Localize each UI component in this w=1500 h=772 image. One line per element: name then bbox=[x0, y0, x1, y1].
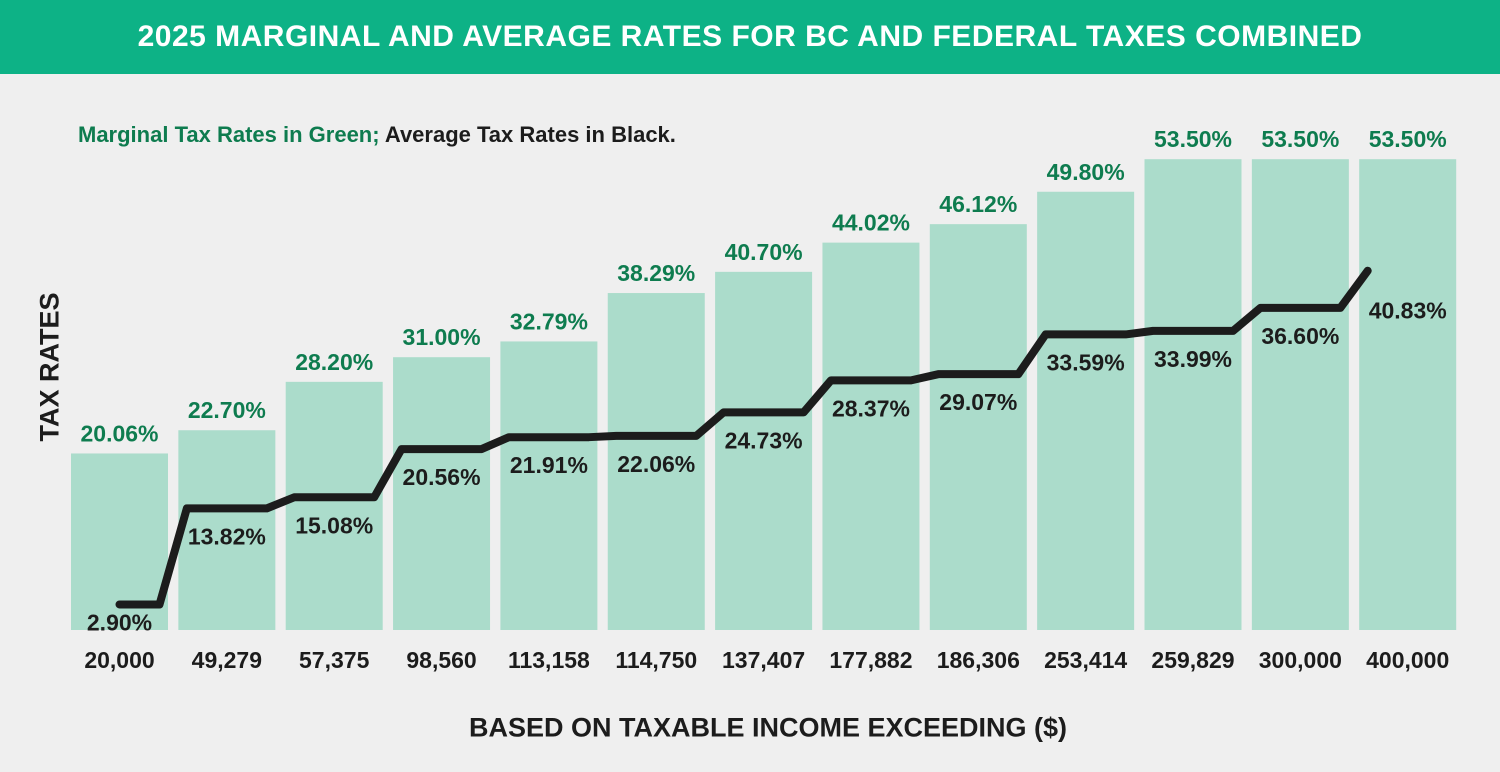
subtitle-marginal: Marginal Tax Rates in Green; bbox=[78, 122, 380, 147]
average-rate-label: 21.91% bbox=[510, 452, 588, 478]
x-tick-label: 137,407 bbox=[722, 647, 805, 673]
marginal-bar bbox=[1251, 159, 1349, 630]
marginal-bar bbox=[715, 271, 813, 630]
average-rate-label: 29.07% bbox=[939, 389, 1017, 415]
marginal-rate-label: 53.50% bbox=[1261, 126, 1339, 152]
marginal-rate-label: 46.12% bbox=[939, 191, 1017, 217]
marginal-rate-label: 31.00% bbox=[403, 324, 481, 350]
average-rate-label: 20.56% bbox=[403, 464, 481, 490]
marginal-rate-label: 38.29% bbox=[617, 260, 695, 286]
average-rate-label: 28.37% bbox=[832, 395, 910, 421]
marginal-bar bbox=[929, 224, 1027, 631]
chart-subtitle: Marginal Tax Rates in Green; Average Tax… bbox=[78, 122, 676, 148]
average-rate-label: 40.83% bbox=[1369, 298, 1447, 324]
marginal-bar bbox=[822, 242, 920, 630]
marginal-rate-label: 44.02% bbox=[832, 210, 910, 236]
x-tick-label: 400,000 bbox=[1366, 647, 1449, 673]
marginal-bar bbox=[607, 293, 705, 630]
marginal-rate-label: 40.70% bbox=[725, 239, 803, 265]
marginal-bar bbox=[1359, 159, 1457, 630]
title-banner: 2025 MARGINAL AND AVERAGE RATES FOR BC A… bbox=[0, 0, 1500, 74]
average-rate-label: 36.60% bbox=[1261, 323, 1339, 349]
x-tick-label: 49,279 bbox=[192, 647, 262, 673]
x-tick-label: 20,000 bbox=[84, 647, 154, 673]
marginal-bar bbox=[178, 430, 276, 630]
subtitle-average: Average Tax Rates in Black. bbox=[379, 122, 676, 147]
marginal-bar bbox=[1144, 159, 1242, 630]
x-tick-label: 177,882 bbox=[829, 647, 912, 673]
average-rate-label: 22.06% bbox=[617, 451, 695, 477]
x-tick-label: 98,560 bbox=[406, 647, 476, 673]
chart-title: 2025 MARGINAL AND AVERAGE RATES FOR BC A… bbox=[137, 20, 1363, 53]
average-rate-label: 15.08% bbox=[295, 512, 373, 538]
average-rate-label: 33.59% bbox=[1047, 349, 1125, 375]
average-rate-label: 33.99% bbox=[1154, 346, 1232, 372]
x-tick-label: 259,829 bbox=[1151, 647, 1234, 673]
marginal-rate-label: 20.06% bbox=[80, 420, 158, 446]
average-rate-label: 24.73% bbox=[725, 427, 803, 453]
x-tick-label: 300,000 bbox=[1259, 647, 1342, 673]
average-rate-label: 13.82% bbox=[188, 523, 266, 549]
marginal-bar bbox=[1037, 191, 1135, 630]
marginal-rate-label: 53.50% bbox=[1154, 126, 1232, 152]
marginal-rate-label: 22.70% bbox=[188, 397, 266, 423]
marginal-rate-label: 53.50% bbox=[1369, 126, 1447, 152]
x-tick-label: 113,158 bbox=[508, 647, 590, 673]
average-rate-line bbox=[115, 266, 1372, 609]
marginal-rate-label: 32.79% bbox=[510, 308, 588, 334]
x-tick-label: 186,306 bbox=[937, 647, 1020, 673]
marginal-rate-label: 28.20% bbox=[295, 349, 373, 375]
marginal-bar bbox=[500, 341, 598, 630]
x-tick-label: 114,750 bbox=[615, 647, 697, 673]
x-axis-label: BASED ON TAXABLE INCOME EXCEEDING ($) bbox=[468, 712, 1068, 743]
marginal-bar bbox=[393, 357, 491, 630]
average-rate-label: 2.90% bbox=[87, 609, 152, 635]
x-tick-label: 57,375 bbox=[299, 647, 370, 673]
marginal-bar bbox=[285, 381, 383, 630]
marginal-rate-label: 49.80% bbox=[1047, 159, 1125, 185]
x-tick-label: 253,414 bbox=[1044, 647, 1127, 673]
